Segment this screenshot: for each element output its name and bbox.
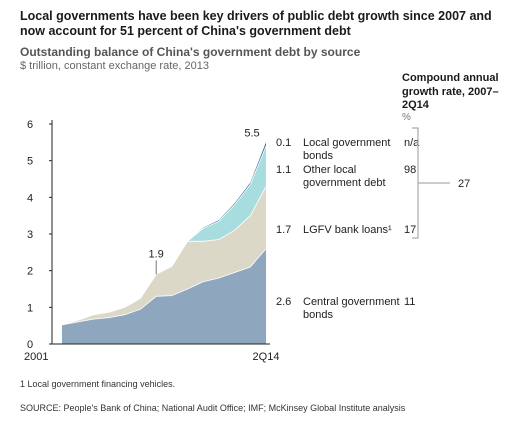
total-label-end: 5.5 [244, 127, 259, 139]
cagr-value-central: 11 [404, 296, 415, 308]
cagr-value-other_local: 98 [404, 164, 416, 176]
chart-subtitle: Outstanding balance of China's governmen… [20, 45, 361, 59]
y-tick-label: 3 [27, 229, 33, 241]
y-tick-label: 1 [27, 302, 33, 314]
x-tick-label: 2001 [24, 351, 48, 363]
legend-label-other_local: Other local [303, 164, 356, 176]
area-lgfv [62, 186, 266, 325]
source-note: SOURCE: People's Bank of China; National… [20, 403, 406, 413]
x-tick-label: 2Q14 [253, 351, 280, 363]
layer-separator [61, 145, 267, 326]
y-tick-label: 6 [27, 119, 33, 131]
cagr-combined-value: 27 [458, 178, 470, 190]
end-value-local_bonds: 0.1 [276, 137, 291, 149]
end-value-other_local: 1.1 [276, 164, 291, 176]
cagr-value-local_bonds: n/a [404, 137, 420, 149]
chart-title: Local governments have been key drivers … [20, 9, 492, 38]
legend-label-local_bonds: bonds [303, 150, 333, 162]
legend-label-other_local: government debt [303, 177, 386, 189]
legend-label-central: bonds [303, 309, 333, 321]
y-tick-label: 0 [27, 339, 33, 351]
cagr-heading: Compound annual growth rate, 2007–2Q14 [402, 72, 499, 111]
layer-separator [61, 248, 267, 326]
legend-label-central: Central government [303, 296, 400, 308]
legend-label-local_bonds: Local government [303, 137, 390, 149]
y-tick-label: 4 [27, 192, 33, 204]
cagr-value-lgfv: 17 [404, 224, 416, 236]
y-tick-label: 2 [27, 266, 33, 278]
y-tick-label: 5 [27, 156, 33, 168]
cagr-unit: % [402, 112, 411, 123]
units-label: $ trillion, constant exchange rate, 2013 [20, 60, 209, 72]
total-label-2007: 1.9 [149, 248, 164, 260]
end-value-central: 2.6 [276, 296, 291, 308]
footnote: 1 Local government financing vehicles. [20, 379, 176, 389]
end-value-lgfv: 1.7 [276, 224, 291, 236]
legend-label-lgfv: LGFV bank loans¹ [303, 224, 392, 236]
